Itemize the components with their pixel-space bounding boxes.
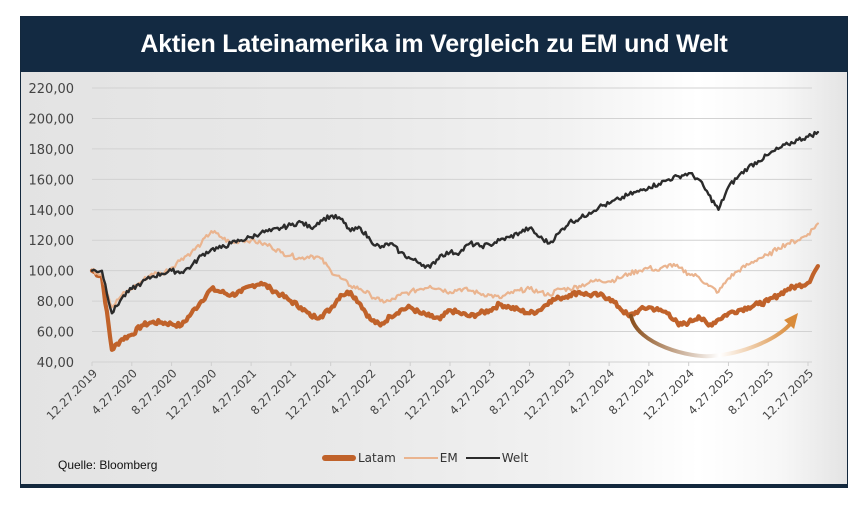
recovery-arrow bbox=[629, 314, 795, 359]
series-lines bbox=[89, 130, 820, 352]
legend-item-em: EM bbox=[403, 451, 458, 465]
x-axis-ticks: 12.27.20194.27.20208.27.202012.27.20204.… bbox=[44, 362, 816, 423]
series-line-em bbox=[90, 222, 819, 309]
series-line-latam bbox=[89, 264, 820, 352]
legend-swatch-latam bbox=[322, 455, 356, 461]
annotations bbox=[629, 313, 799, 359]
y-axis-ticks: 40,00 60,00 80,00 100,00 120,00 140,00 160,00 1… bbox=[29, 82, 75, 371]
chart-frame: Aktien Lateinamerika im Vergleich zu EM … bbox=[20, 16, 848, 488]
y-tick-label: 120,00 bbox=[29, 234, 75, 249]
y-tick-label: 200,00 bbox=[29, 112, 75, 127]
y-tick-label: 80,00 bbox=[37, 295, 74, 310]
series-line-welt bbox=[90, 130, 820, 315]
source-note: Quelle: Bloomberg bbox=[58, 458, 158, 472]
legend: Latam EM Welt bbox=[322, 451, 528, 465]
x-tick-label: 12.27.2019 bbox=[44, 366, 100, 422]
plot-background bbox=[21, 72, 847, 487]
legend-label-welt: Welt bbox=[501, 451, 529, 465]
legend-label-latam: Latam bbox=[358, 451, 396, 465]
title-bar: Aktien Lateinamerika im Vergleich zu EM … bbox=[21, 17, 847, 72]
legend-swatch-welt bbox=[465, 457, 500, 459]
y-tick-label: 40,00 bbox=[37, 356, 74, 371]
legend-item-welt: Welt bbox=[465, 451, 529, 465]
y-tick-label: 220,00 bbox=[29, 82, 75, 97]
gridlines bbox=[92, 87, 812, 363]
legend-label-em: EM bbox=[439, 451, 458, 465]
y-tick-label: 140,00 bbox=[29, 204, 75, 219]
legend-item-latam: Latam bbox=[322, 451, 396, 465]
y-tick-label: 60,00 bbox=[37, 326, 74, 341]
y-tick-label: 180,00 bbox=[29, 143, 75, 158]
legend-swatch-em bbox=[403, 457, 438, 459]
chart-title: Aktien Lateinamerika im Vergleich zu EM … bbox=[140, 30, 728, 58]
recovery-arrow-head bbox=[784, 313, 799, 329]
y-tick-label: 100,00 bbox=[29, 265, 75, 280]
y-tick-label: 160,00 bbox=[29, 173, 75, 188]
